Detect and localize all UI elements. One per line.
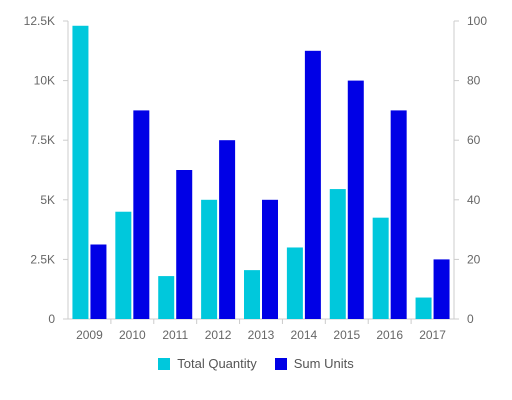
x-tick-label: 2009 [76, 328, 103, 342]
x-tick-label: 2016 [376, 328, 403, 342]
x-tick-label: 2017 [419, 328, 446, 342]
bar-total-quantity-2013 [244, 270, 260, 319]
bar-sum-units-2015 [347, 80, 364, 319]
y-right-tick-label: 60 [467, 133, 481, 147]
legend-label-total-quantity: Total Quantity [177, 356, 257, 371]
bar-sum-units-2009 [90, 244, 107, 319]
y-right-tick-label: 80 [467, 74, 481, 88]
x-tick-label: 2010 [119, 328, 146, 342]
y-left-tick-label: 0 [48, 312, 55, 326]
y-left-tick-label: 10K [34, 74, 55, 88]
y-left-tick-label: 7.5K [30, 133, 55, 147]
x-tick-label: 2014 [291, 328, 318, 342]
bar-total-quantity-2010 [115, 211, 132, 319]
bar-sum-units-2014 [304, 50, 321, 320]
bar-sum-units-2010 [133, 110, 150, 320]
y-left-tick-label: 12.5K [24, 14, 55, 28]
bar-total-quantity-2014 [286, 247, 303, 319]
bar-total-quantity-2017 [415, 297, 432, 319]
y-left-tick-label: 2.5K [30, 252, 55, 266]
bar-sum-units-2017 [433, 259, 450, 319]
legend-item-sum-units[interactable]: Sum Units [274, 356, 354, 371]
legend-label-sum-units: Sum Units [293, 356, 354, 371]
y-right-tick-label: 100 [467, 14, 487, 28]
bar-sum-units-2013 [262, 199, 278, 319]
legend-swatch-sum-units [274, 357, 287, 370]
bar-total-quantity-2016 [372, 217, 389, 319]
bar-sum-units-2012 [219, 140, 236, 319]
y-right-tick-label: 0 [467, 312, 474, 326]
bar-total-quantity-2011 [158, 276, 175, 319]
bar-sum-units-2011 [176, 170, 193, 319]
x-tick-label: 2013 [248, 328, 275, 342]
legend-item-total-quantity[interactable]: Total Quantity [158, 356, 257, 371]
legend: Total Quantity Sum Units [0, 356, 512, 371]
legend-swatch-total-quantity [158, 357, 171, 370]
y-left-tick-label: 5K [40, 193, 55, 207]
bar-sum-units-2016 [390, 110, 407, 320]
x-tick-label: 2012 [205, 328, 232, 342]
y-right-tick-label: 40 [467, 193, 481, 207]
bar-total-quantity-2015 [329, 189, 346, 319]
y-right-tick-label: 20 [467, 252, 481, 266]
bar-total-quantity-2012 [201, 199, 218, 319]
bar-total-quantity-2009 [72, 25, 89, 319]
x-tick-label: 2011 [162, 328, 188, 342]
x-tick-label: 2015 [333, 328, 360, 342]
